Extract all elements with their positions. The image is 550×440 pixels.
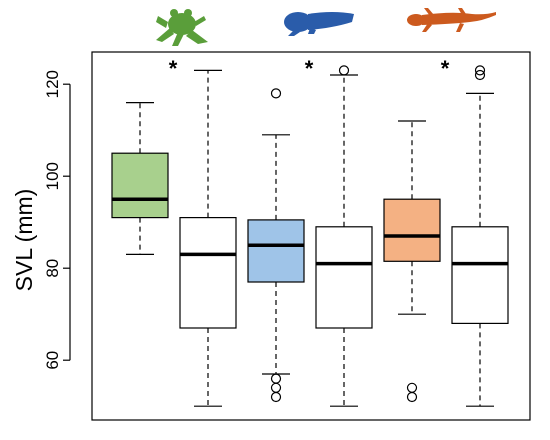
box [383, 198, 441, 262]
outlier-point [270, 88, 282, 99]
y-axis-label: SVL (mm) [11, 189, 37, 292]
box [247, 219, 305, 283]
y-tick-label: 100 [43, 162, 62, 190]
outlier-point [474, 65, 486, 76]
outlier-point [270, 382, 282, 393]
outlier-point [270, 391, 282, 403]
frog-icon [156, 9, 208, 46]
y-tick-label: 120 [43, 70, 62, 98]
plot-frame [91, 51, 531, 421]
y-tick-label: 60 [43, 351, 62, 370]
box [179, 217, 237, 329]
significance-marker: * [169, 56, 178, 81]
box [451, 226, 509, 325]
box [111, 152, 169, 219]
outlier-point [270, 373, 282, 384]
outlier-point [474, 69, 486, 81]
plot-area: 60 80 100 120 SVL (mm) * * * [11, 51, 531, 421]
tadpole-icon [284, 12, 354, 36]
outlier-point [406, 391, 418, 403]
significance-marker: * [305, 56, 314, 81]
group-icons [156, 8, 496, 46]
salamander-icon [407, 8, 496, 32]
outlier-point [338, 65, 350, 76]
box [315, 226, 373, 329]
significance-marker: * [441, 56, 450, 81]
y-tick-label: 80 [43, 259, 62, 278]
outlier-point [406, 382, 418, 393]
